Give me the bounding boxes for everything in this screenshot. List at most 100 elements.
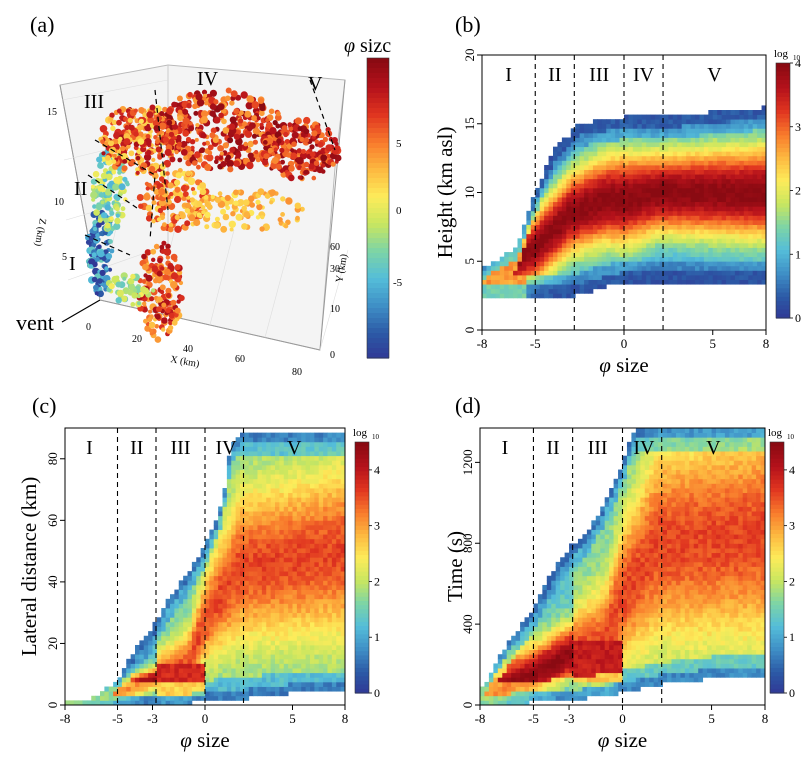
heatmap-cell [592,206,598,212]
heatmap-cell [244,663,250,669]
heatmap-cell [695,220,700,225]
heatmap-cell [606,169,612,175]
heatmap-cell [261,594,267,600]
heatmap-cell [703,146,709,152]
heatmap-cell [734,247,740,253]
heatmap-cell [135,649,140,655]
heatmap-cell [213,566,219,572]
heatmap-cell [226,524,232,530]
heatmap-cell [174,640,180,646]
heatmap-cell [218,681,223,687]
heatmap-cell [240,654,245,660]
heatmap-cell [748,174,754,180]
heatmap-cell [641,233,647,239]
panel-a-point [285,197,293,205]
heatmap-cell [615,206,620,212]
heatmap-cell [248,506,254,512]
heatmap-cell [248,520,254,526]
panel-a-point [213,99,219,105]
heatmap-cell [739,206,745,212]
heatmap-cell [703,187,709,193]
heatmap-cell [734,270,740,276]
panel-a-point [133,131,139,137]
heatmap-cell [240,506,245,512]
panel-a-point [100,139,105,144]
panel-a-colorbar-segment [367,143,389,149]
heatmap-cell [650,197,656,203]
heatmap-cell [191,603,197,609]
heatmap-cell [517,242,523,248]
heatmap-cell [717,128,723,134]
heatmap-cell [261,621,267,627]
heatmap-cell [257,603,263,609]
heatmap-cell [748,224,754,230]
colorbar-segment [776,228,790,234]
panel-a-point [202,141,207,146]
heatmap-cell [575,165,581,170]
panel-a-point [174,214,180,220]
heatmap-cell [544,256,549,262]
heatmap-cell [712,275,718,280]
heatmap-cell [624,215,629,221]
heatmap-cell [601,174,607,180]
heatmap-cell [615,146,620,152]
heatmap-cell [183,668,188,674]
heatmap-cell [672,142,678,148]
heatmap-cell [734,252,740,258]
heatmap-cell [752,233,758,239]
panel-a-point [114,217,121,225]
heatmap-cell [139,668,145,674]
heatmap-cell [592,238,598,244]
panel-a-3d-scatter: (a) I II III IV V vent 5 10 [16,12,403,378]
heatmap-cell [663,247,669,253]
heatmap-cell [261,571,267,577]
heatmap-cell [677,261,683,267]
heatmap-cell [126,695,132,701]
panel-a-point [94,291,99,296]
heatmap-cell [183,691,188,697]
panel-a-point [115,281,122,288]
heatmap-cell [730,123,736,129]
heatmap-cell [248,589,254,595]
heatmap-cell [668,178,674,184]
heatmap-cell [244,668,250,674]
heatmap-cell [624,119,629,125]
heatmap-cell [681,224,687,230]
heatmap-cell [659,233,665,239]
panel-a-point [143,318,148,324]
colorbar-segment [776,241,790,247]
heatmap-cell [655,252,660,258]
heatmap-cell [261,681,267,687]
heatmap-cell [143,695,149,701]
heatmap-cell [655,238,660,244]
heatmap-cell [757,155,762,161]
heatmap-cell [699,169,705,175]
heatmap-cell [606,224,612,230]
heatmap-cell [748,206,754,212]
panel-a-point [109,216,114,221]
heatmap-cell [606,123,612,129]
heatmap-cell [734,224,740,230]
heatmap-cell [231,524,237,530]
heatmap-cell [659,215,665,221]
heatmap-cell [734,187,740,193]
heatmap-cell [513,279,518,285]
heatmap-cell [628,132,634,138]
heatmap-cell [553,256,558,262]
heatmap-cell [521,242,527,248]
panel-a-point [227,137,234,144]
panel-a-point [135,155,141,161]
heatmap-cell [570,192,576,198]
heatmap-cell [231,478,237,484]
heatmap-cell [650,201,656,207]
heatmap-cell [757,197,762,203]
heatmap-cell [196,691,202,697]
heatmap-cell [183,640,188,646]
heatmap-cell [548,284,554,290]
heatmap-cell [557,210,563,216]
heatmap-cell [579,233,585,239]
heatmap-cell [739,233,745,239]
heatmap-cell [174,677,180,683]
heatmap-cell [584,256,589,262]
heatmap-cell [646,265,652,271]
